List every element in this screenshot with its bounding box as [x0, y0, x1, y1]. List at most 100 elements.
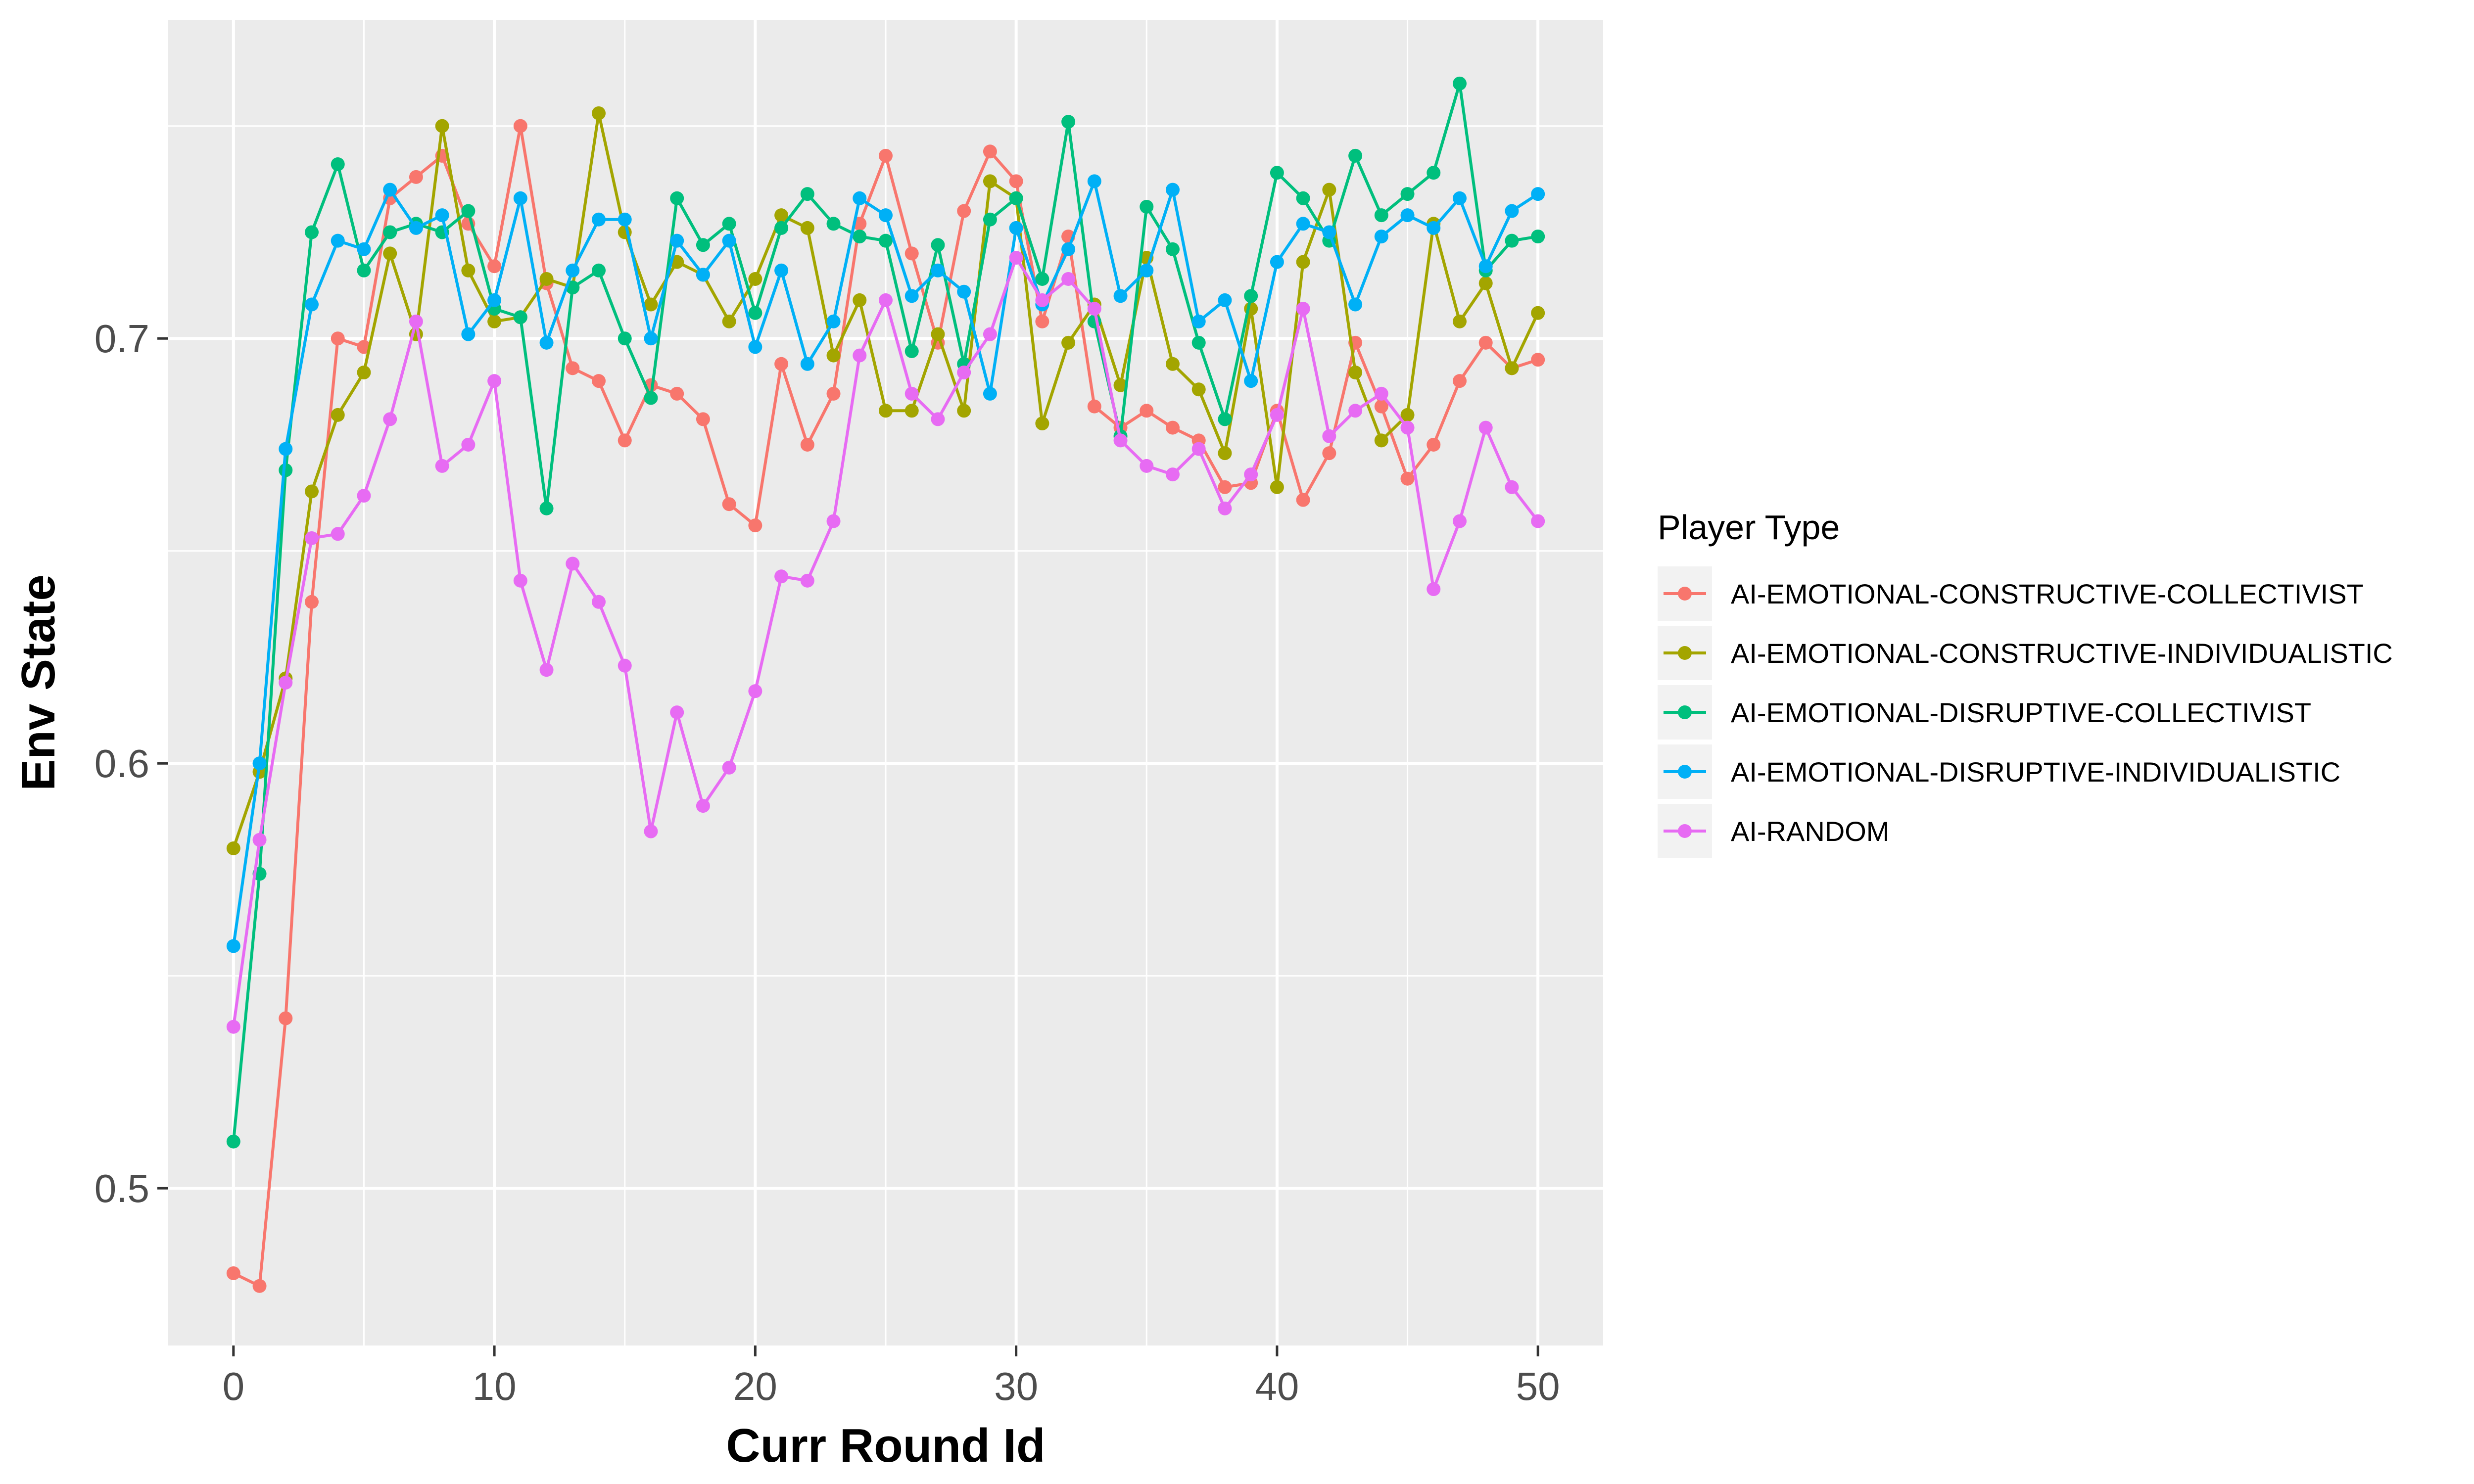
data-point: [983, 144, 997, 159]
data-point: [1166, 357, 1180, 371]
data-point: [592, 595, 606, 609]
data-point: [1270, 255, 1284, 269]
data-point: [644, 331, 658, 346]
data-point: [357, 489, 371, 503]
data-point: [1244, 467, 1258, 482]
series-layer: [226, 76, 1545, 1293]
data-point: [826, 348, 841, 363]
data-point: [305, 595, 319, 609]
data-point: [1113, 289, 1128, 303]
data-point: [1061, 335, 1076, 350]
x-tick-label: 40: [1255, 1364, 1299, 1408]
data-point: [748, 684, 762, 698]
data-point: [539, 501, 554, 515]
data-point: [904, 386, 919, 401]
data-point: [539, 335, 554, 350]
data-point: [305, 297, 319, 312]
data-point: [670, 233, 684, 248]
data-point: [1140, 263, 1154, 278]
data-point: [435, 459, 449, 473]
data-point: [1427, 221, 1441, 235]
data-point: [826, 514, 841, 528]
data-point: [1322, 429, 1336, 443]
data-point: [1061, 115, 1076, 129]
data-point: [1140, 199, 1154, 214]
y-tick-label: 0.7: [95, 317, 149, 361]
data-point: [1296, 217, 1310, 231]
data-point: [305, 531, 319, 545]
data-point: [566, 263, 580, 278]
data-point: [1531, 353, 1545, 367]
data-point: [696, 412, 710, 426]
data-point: [1270, 480, 1284, 494]
data-point: [461, 327, 476, 341]
data-point: [722, 497, 736, 511]
data-point: [931, 327, 945, 341]
data-point: [957, 284, 971, 299]
data-point: [566, 556, 580, 571]
data-point: [1322, 225, 1336, 239]
data-point: [957, 204, 971, 218]
data-point: [904, 246, 919, 261]
data-point: [1087, 302, 1101, 316]
legend-item: AI-EMOTIONAL-CONSTRUCTIVE-COLLECTIVIST: [1658, 566, 2364, 621]
data-point: [409, 170, 423, 184]
data-point: [1348, 148, 1363, 163]
data-point: [904, 289, 919, 303]
data-point: [748, 272, 762, 286]
data-point: [618, 433, 632, 448]
data-point: [1191, 382, 1206, 397]
data-point: [226, 1134, 240, 1149]
data-point: [904, 404, 919, 418]
x-axis-title: Curr Round Id: [726, 1419, 1045, 1472]
data-point: [566, 361, 580, 375]
data-point: [1218, 412, 1232, 426]
data-point: [879, 148, 893, 163]
data-point: [592, 212, 606, 227]
data-point: [1374, 433, 1388, 448]
data-point: [774, 263, 789, 278]
data-point: [1296, 302, 1310, 316]
data-point: [1400, 208, 1415, 223]
data-point: [957, 365, 971, 379]
legend-key-point: [1678, 705, 1692, 719]
data-point: [513, 191, 527, 205]
data-point: [331, 527, 345, 541]
x-tick-label: 50: [1516, 1364, 1560, 1408]
data-point: [1427, 166, 1441, 180]
data-point: [1531, 230, 1545, 244]
data-point: [904, 344, 919, 358]
data-point: [461, 263, 476, 278]
data-point: [1035, 314, 1049, 328]
data-point: [252, 1279, 267, 1293]
data-point: [879, 208, 893, 223]
data-point: [1009, 174, 1023, 188]
data-point: [435, 208, 449, 223]
data-point: [1244, 289, 1258, 303]
data-point: [1166, 183, 1180, 197]
major-gridlines: [168, 20, 1603, 1345]
data-point: [826, 386, 841, 401]
data-point: [1453, 374, 1467, 388]
data-point: [592, 106, 606, 120]
data-point: [696, 268, 710, 282]
x-tick-label: 30: [994, 1364, 1038, 1408]
legend-label: AI-EMOTIONAL-CONSTRUCTIVE-COLLECTIVIST: [1731, 578, 2364, 609]
data-point: [722, 760, 736, 775]
data-point: [1296, 493, 1310, 507]
series-5: [226, 251, 1545, 1034]
data-point: [1531, 306, 1545, 320]
data-point: [435, 119, 449, 133]
data-point: [618, 212, 632, 227]
data-point: [800, 221, 814, 235]
legend-key-point: [1678, 646, 1692, 660]
data-point: [226, 939, 240, 953]
data-point: [331, 233, 345, 248]
data-point: [1348, 297, 1363, 312]
data-point: [383, 225, 397, 239]
data-point: [853, 230, 867, 244]
data-point: [1166, 242, 1180, 256]
data-point: [879, 293, 893, 307]
data-point: [1191, 335, 1206, 350]
data-point: [1061, 272, 1076, 286]
